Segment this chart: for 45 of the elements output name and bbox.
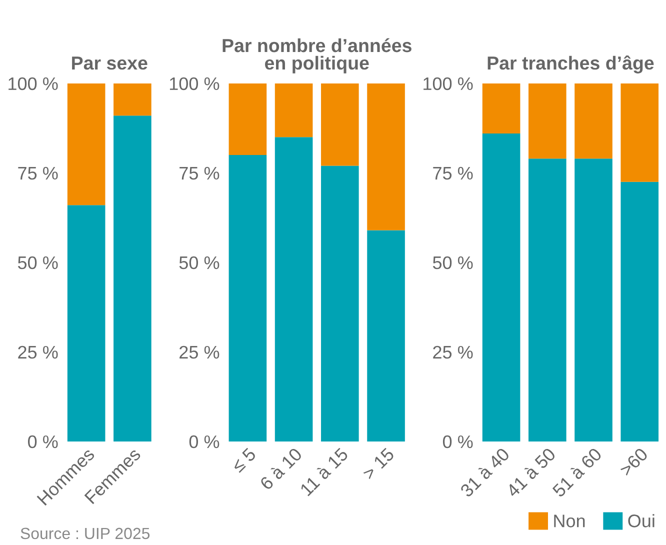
legend-label: Non: [554, 514, 585, 528]
bar: [574, 158, 612, 442]
y-tick-label: 25 %: [180, 346, 220, 359]
bar: [367, 230, 405, 442]
chart-title: Par sexe: [72, 56, 148, 70]
y-tick-label: 0 %: [442, 435, 473, 448]
chart-title: Par nombre d’années en politique: [222, 38, 412, 74]
y-tick-label: 50 %: [18, 256, 58, 270]
bar: [321, 166, 359, 442]
bar: [228, 155, 267, 442]
legend-label: Oui: [628, 514, 654, 528]
y-tick-label: 75 %: [180, 166, 220, 180]
bar: [274, 137, 313, 442]
bar: [274, 83, 313, 138]
y-tick-label: 75 %: [18, 166, 58, 180]
y-tick-label: 100 %: [424, 77, 473, 90]
y-tick-label: 100 %: [8, 77, 58, 90]
y-tick-label: 50 %: [432, 256, 473, 270]
y-tick-label: 75 %: [433, 166, 473, 180]
y-tick-label: 25 %: [18, 346, 58, 359]
x-tick-label: 6 à 10: [258, 446, 303, 491]
bar: [620, 182, 659, 442]
y-tick-label: 50 %: [179, 256, 220, 270]
bar: [67, 205, 106, 442]
bar: [482, 83, 520, 134]
bar: [528, 158, 566, 442]
y-tick-label: 0 %: [189, 435, 220, 448]
x-tick-label: 31 à 40: [459, 446, 510, 498]
bar: [528, 83, 566, 159]
bar: [228, 83, 267, 155]
bar: [114, 83, 152, 116]
x-tick-label: > 15: [362, 447, 395, 480]
bar: [574, 83, 612, 159]
bar: [67, 83, 106, 206]
x-tick-label: ≤ 5: [230, 447, 257, 473]
bar: [321, 83, 359, 166]
chart-title: Par tranches d’âge: [488, 56, 654, 74]
bar: [482, 134, 520, 442]
bar: [620, 83, 659, 182]
source-note: Source : UIP 2025: [20, 528, 150, 540]
bar: [367, 83, 405, 230]
x-tick-label: >60: [618, 447, 648, 477]
y-tick-label: 25 %: [433, 346, 473, 359]
y-tick-label: 100 %: [170, 77, 220, 90]
y-tick-label: 0 %: [28, 435, 58, 448]
